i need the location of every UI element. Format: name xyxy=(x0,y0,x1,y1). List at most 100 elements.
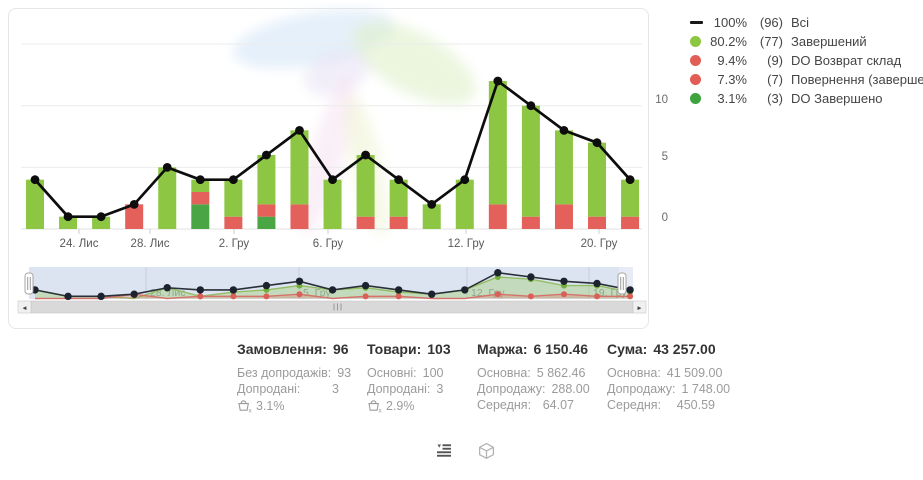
navigator-total-point xyxy=(494,269,502,277)
list-view-button[interactable] xyxy=(433,441,455,461)
bar-segment[interactable] xyxy=(290,130,309,205)
stats-value: 6 150.46 xyxy=(533,341,589,357)
legend-count: (96) xyxy=(759,15,783,30)
y-axis-tick-5: 5 xyxy=(661,151,668,163)
bar-segment[interactable] xyxy=(26,179,44,229)
bar-segment[interactable] xyxy=(621,216,640,229)
bar-segment[interactable] xyxy=(488,81,507,205)
line-point[interactable] xyxy=(30,175,40,185)
basket-icon: x xyxy=(368,400,382,413)
x-axis-label: 20. Гру xyxy=(581,238,618,250)
bar-segment[interactable] xyxy=(257,155,276,205)
bar-segment[interactable] xyxy=(422,204,441,229)
x-axis-label: 24. Лис xyxy=(60,238,99,250)
scroll-right-button[interactable] xyxy=(632,300,647,314)
bar-segment[interactable] xyxy=(125,204,144,229)
scrollbar-thumb[interactable] xyxy=(30,300,634,314)
bar-segment[interactable] xyxy=(191,192,210,205)
dark-green-dot-icon xyxy=(690,93,705,104)
bar-segment[interactable] xyxy=(488,204,507,229)
bar-segment[interactable] xyxy=(59,216,78,229)
navigator-track[interactable] xyxy=(29,267,633,299)
line-point[interactable] xyxy=(493,76,503,86)
bar-segment[interactable] xyxy=(224,216,243,229)
bar-segment[interactable] xyxy=(257,216,276,229)
navigator-total-point xyxy=(196,286,204,294)
line-point[interactable] xyxy=(427,199,437,209)
legend-item-do-return[interactable]: 9.4% (9) DO Возврат склад xyxy=(690,51,923,70)
stats-title: Замовлення: xyxy=(237,341,327,357)
legend-count: (3) xyxy=(767,91,783,106)
navigator-total-point xyxy=(593,279,601,288)
stats-row: Середня: 450.59 xyxy=(607,398,715,412)
navigator-total-point xyxy=(328,286,337,294)
line-point[interactable] xyxy=(559,125,569,135)
bar-segment[interactable] xyxy=(224,179,243,217)
navigator-red-point xyxy=(263,293,270,300)
navigator-left-handle[interactable] xyxy=(24,272,34,295)
line-point[interactable] xyxy=(625,175,635,185)
legend-item-do-completed[interactable]: 3.1% (3) DO Завершено xyxy=(690,89,923,108)
bar-segment[interactable] xyxy=(521,216,540,229)
legend-item-all[interactable]: 100% (96) Всі xyxy=(690,13,923,32)
line-point[interactable] xyxy=(63,212,73,222)
green-dot-icon xyxy=(690,36,705,47)
x-axis-label: 28. Лис xyxy=(131,238,170,250)
bar-segment[interactable] xyxy=(554,130,573,205)
stats-title: Товари: xyxy=(367,341,422,357)
line-point[interactable] xyxy=(526,101,536,111)
line-point[interactable] xyxy=(129,199,139,209)
bar-segment[interactable] xyxy=(92,216,111,229)
bar-segment[interactable] xyxy=(356,155,375,217)
y-axis-tick-0: 0 xyxy=(661,212,668,224)
line-point[interactable] xyxy=(460,175,470,185)
bar-segment[interactable] xyxy=(323,179,342,229)
upsell-rate: x 2.9% xyxy=(367,399,441,413)
legend-label: Всі xyxy=(791,15,810,30)
line-point[interactable] xyxy=(361,150,370,160)
main-chart[interactable]: 24. Лис 28. Лис 2. Гру 6. Гру 12. Гру 20. Гру… xyxy=(9,9,648,328)
bar-segment[interactable] xyxy=(191,179,210,193)
bar-segment[interactable] xyxy=(521,105,540,217)
scrollbar[interactable]: ◄ ► xyxy=(17,300,647,314)
navigator-right-handle-grip[interactable] xyxy=(617,272,627,295)
bar-segment[interactable] xyxy=(588,142,607,217)
bar-segment[interactable] xyxy=(257,204,276,217)
navigator-red-point xyxy=(296,291,303,298)
line-point[interactable] xyxy=(195,175,205,185)
line-point[interactable] xyxy=(394,175,404,185)
bar-segment[interactable] xyxy=(389,216,408,229)
line-point[interactable] xyxy=(328,175,337,185)
bar-segment[interactable] xyxy=(455,179,474,229)
stats-goods-header: Товари: 103 xyxy=(367,341,451,357)
line-point[interactable] xyxy=(228,175,238,185)
navigator-total-point xyxy=(64,292,72,301)
scroll-left-button[interactable] xyxy=(17,300,32,314)
bar-segment[interactable] xyxy=(389,179,408,217)
line-point[interactable] xyxy=(162,162,172,172)
stats-sum: Сума: 43 257.00 Основна: 41 509.00 Допро… xyxy=(607,341,730,413)
line-point[interactable] xyxy=(96,212,106,222)
bar-segment[interactable] xyxy=(554,204,573,229)
legend-label: Повернення (завершений) xyxy=(791,72,923,87)
bar-segment[interactable] xyxy=(356,216,375,229)
bar-segment[interactable] xyxy=(158,167,177,229)
x-axis-label: 12. Гру xyxy=(448,238,485,250)
bar-segment[interactable] xyxy=(290,204,309,229)
legend-item-completed[interactable]: 80.2% (77) Завершений xyxy=(690,32,923,51)
line-point[interactable] xyxy=(262,150,271,160)
bar-segment[interactable] xyxy=(191,204,210,229)
navigator-red-point xyxy=(560,291,567,298)
line-point[interactable] xyxy=(592,138,602,148)
bars-layer[interactable] xyxy=(26,81,640,229)
products-view-button[interactable] xyxy=(475,441,497,461)
legend-count: (7) xyxy=(767,72,783,87)
line-point[interactable] xyxy=(295,125,304,135)
bar-segment[interactable] xyxy=(588,216,607,229)
bar-segment[interactable] xyxy=(621,179,640,217)
legend-pct: 80.2% xyxy=(710,34,747,49)
navigator-left-handle-grip[interactable] xyxy=(24,272,34,295)
navigator-right-handle[interactable] xyxy=(617,272,627,295)
legend-item-return-completed[interactable]: 7.3% (7) Повернення (завершений) xyxy=(690,70,923,89)
